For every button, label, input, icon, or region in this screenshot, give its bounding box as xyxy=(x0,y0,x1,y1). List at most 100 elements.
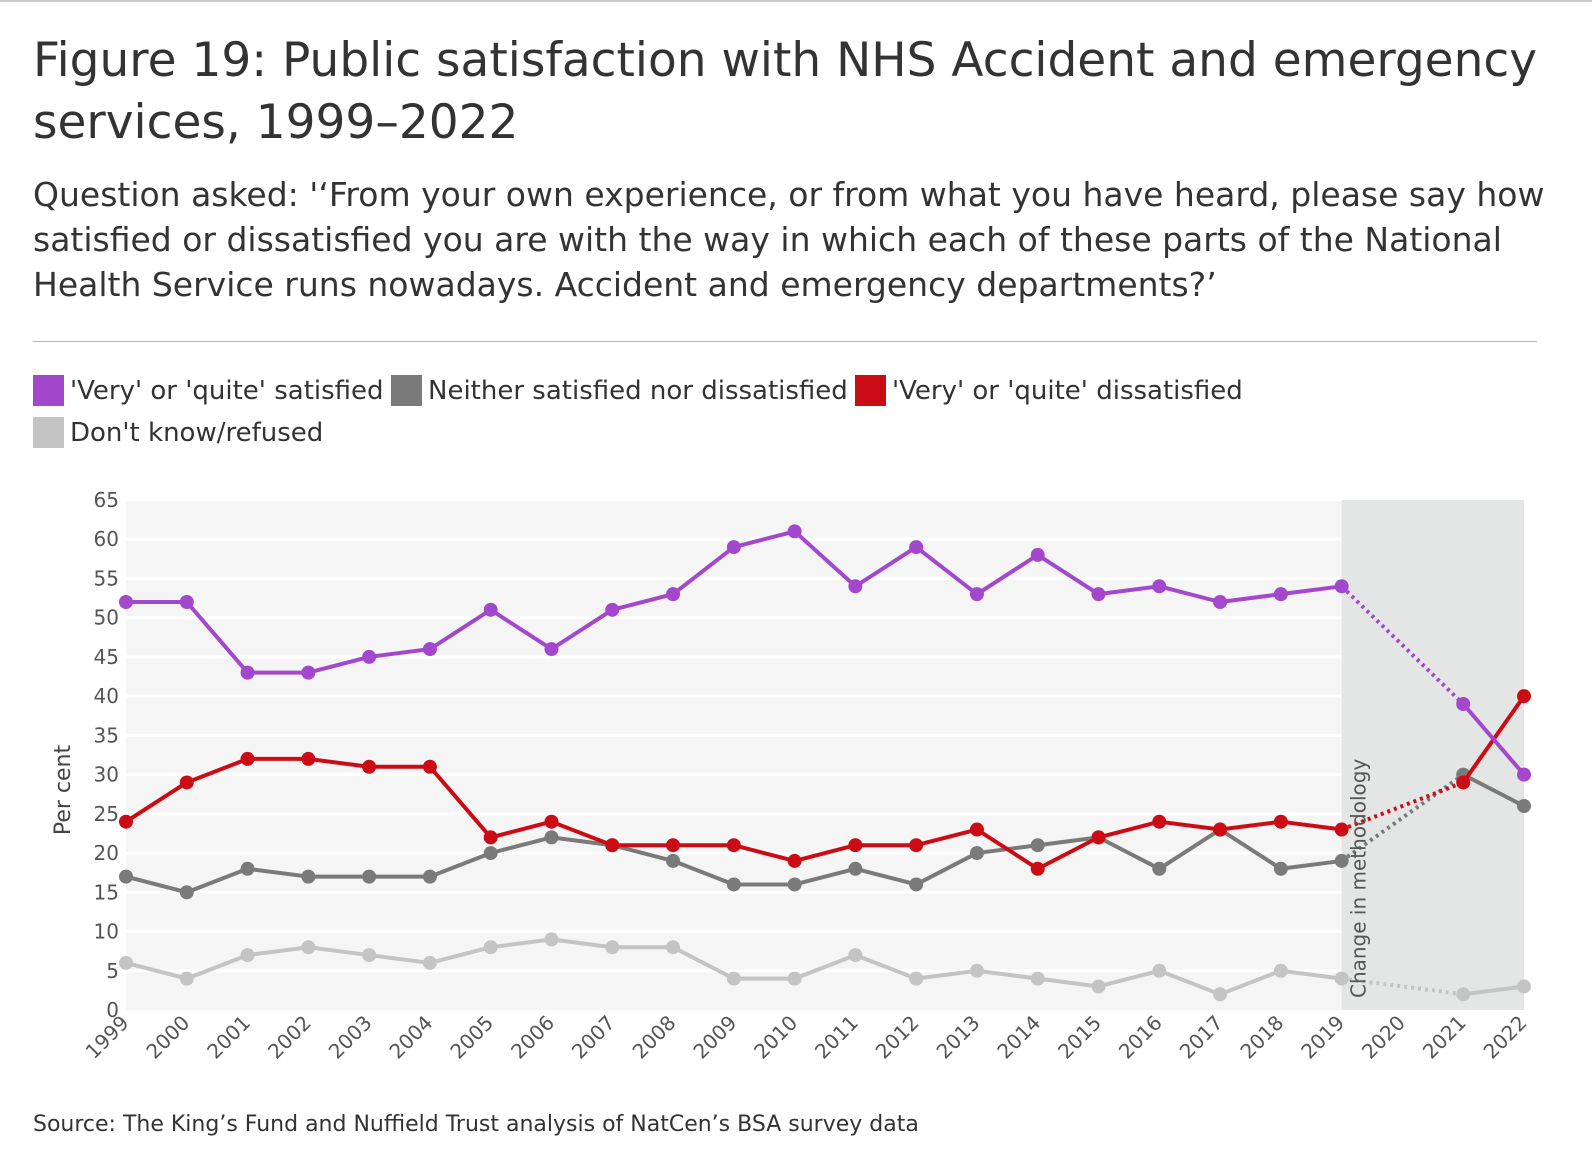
point-1-2014 xyxy=(1030,838,1045,853)
x-tick-2003: 2003 xyxy=(324,1011,377,1064)
point-3-1999 xyxy=(119,955,133,970)
legend-swatch-satisfied xyxy=(33,375,64,406)
x-tick-2010: 2010 xyxy=(749,1011,802,1064)
point-3-2015 xyxy=(1091,979,1106,994)
x-tick-2018: 2018 xyxy=(1235,1011,1288,1064)
point-3-2003 xyxy=(362,948,377,963)
point-3-2014 xyxy=(1030,971,1045,986)
chart-title: Figure 19: Public satisfaction with NHS … xyxy=(33,33,1538,150)
point-0-2015 xyxy=(1091,587,1106,602)
point-0-2010 xyxy=(787,524,802,539)
point-0-2008 xyxy=(666,587,681,602)
point-0-2000 xyxy=(179,595,194,609)
y-tick-65: 65 xyxy=(94,488,119,512)
point-0-2017 xyxy=(1213,595,1228,609)
point-1-2004 xyxy=(422,869,437,884)
x-tick-2020: 2020 xyxy=(1357,1011,1410,1064)
point-3-2019 xyxy=(1334,971,1349,986)
point-0-2018 xyxy=(1273,587,1288,602)
point-2-1999 xyxy=(119,814,133,829)
point-1-2006 xyxy=(544,830,559,845)
point-3-2021 xyxy=(1456,987,1471,1002)
point-1-2009 xyxy=(726,877,741,892)
point-3-2013 xyxy=(969,963,984,978)
point-3-2009 xyxy=(726,971,741,986)
point-3-2018 xyxy=(1273,963,1288,978)
point-2-2019 xyxy=(1334,822,1349,837)
x-tick-2001: 2001 xyxy=(202,1011,255,1064)
series-line-3 xyxy=(1462,984,1525,997)
x-tick-2009: 2009 xyxy=(688,1011,741,1064)
point-3-2007 xyxy=(605,940,620,955)
legend-swatch-neither xyxy=(391,375,422,406)
legend-item-satisfied: 'Very' or 'quite' satisfied xyxy=(33,375,384,406)
x-tick-2011: 2011 xyxy=(810,1011,863,1064)
gridlines xyxy=(126,498,1524,973)
x-tick-2013: 2013 xyxy=(932,1011,985,1064)
point-0-2005 xyxy=(483,602,498,617)
legend-label-satisfied: 'Very' or 'quite' satisfied xyxy=(70,375,384,406)
point-0-2016 xyxy=(1152,579,1167,594)
point-3-2005 xyxy=(483,940,498,955)
point-0-2022 xyxy=(1517,767,1531,782)
line-chart: 0 5 10 15 20 25 30 35 40 45 50 55 60 65 1999 2000 2001 2… xyxy=(51,488,1532,1064)
y-tick-35: 35 xyxy=(94,723,119,747)
y-tick-10: 10 xyxy=(94,920,119,944)
y-tick-45: 45 xyxy=(94,645,119,669)
point-2-2006 xyxy=(544,814,559,829)
x-axis: 1999 2000 2001 2002 2003 2004 2005 2006 2007 2008… xyxy=(81,1011,1532,1064)
x-tick-2004: 2004 xyxy=(384,1011,437,1064)
point-2-2009 xyxy=(726,838,741,853)
chart-subtitle: Question asked: '‘From your own experien… xyxy=(33,175,1545,304)
y-tick-40: 40 xyxy=(94,684,119,708)
point-0-2004 xyxy=(422,642,437,657)
point-0-2019 xyxy=(1334,579,1349,594)
series-gap-line-0-0 xyxy=(1340,584,1465,706)
point-1-2012 xyxy=(909,877,924,892)
point-1-2003 xyxy=(362,869,377,884)
point-3-2004 xyxy=(422,955,437,970)
point-2-2012 xyxy=(909,838,924,853)
point-2-2002 xyxy=(301,751,316,766)
point-1-2022 xyxy=(1517,799,1531,813)
point-3-2010 xyxy=(787,971,802,986)
point-2-2007 xyxy=(605,838,620,853)
x-tick-2002: 2002 xyxy=(263,1011,316,1064)
plot-background xyxy=(126,500,1524,1010)
series-3 xyxy=(119,932,1531,1002)
series-group xyxy=(119,524,1531,1002)
methodology-annotation: Change in methodology xyxy=(1347,759,1371,998)
x-tick-2016: 2016 xyxy=(1114,1011,1167,1064)
point-2-2021 xyxy=(1456,775,1471,790)
point-2-2004 xyxy=(422,759,437,774)
point-0-2009 xyxy=(726,540,741,555)
source-note: Source: The King’s Fund and Nuffield Tru… xyxy=(33,1112,919,1137)
point-3-2000 xyxy=(179,971,194,986)
point-0-2011 xyxy=(848,579,863,594)
point-0-2002 xyxy=(301,665,316,680)
point-1-2005 xyxy=(483,846,498,861)
legend-item-neither: Neither satisfied nor dissatisfied xyxy=(391,375,848,406)
point-3-2016 xyxy=(1152,963,1167,978)
point-2-2010 xyxy=(787,853,802,868)
x-tick-2022: 2022 xyxy=(1479,1011,1532,1064)
point-3-2001 xyxy=(240,948,255,963)
legend-swatch-dissatisfied xyxy=(855,375,886,406)
y-axis: 0 5 10 15 20 25 30 35 40 45 50 55 60 65 xyxy=(94,488,119,1022)
point-1-2000 xyxy=(179,885,194,900)
legend-label-neither: Neither satisfied nor dissatisfied xyxy=(428,375,848,406)
x-tick-2014: 2014 xyxy=(992,1011,1045,1064)
y-tick-50: 50 xyxy=(94,606,119,630)
point-1-2008 xyxy=(666,853,681,868)
x-tick-2021: 2021 xyxy=(1418,1011,1471,1064)
point-3-2008 xyxy=(666,940,681,955)
point-3-2017 xyxy=(1213,987,1228,1002)
point-2-2003 xyxy=(362,759,377,774)
point-0-2001 xyxy=(240,665,255,680)
point-2-2017 xyxy=(1213,822,1228,837)
series-line-1 xyxy=(1462,772,1525,808)
y-tick-30: 30 xyxy=(94,763,119,787)
legend-item-dont-know: Don't know/refused xyxy=(33,417,323,448)
y-tick-20: 20 xyxy=(94,841,119,865)
y-tick-55: 55 xyxy=(94,566,119,590)
